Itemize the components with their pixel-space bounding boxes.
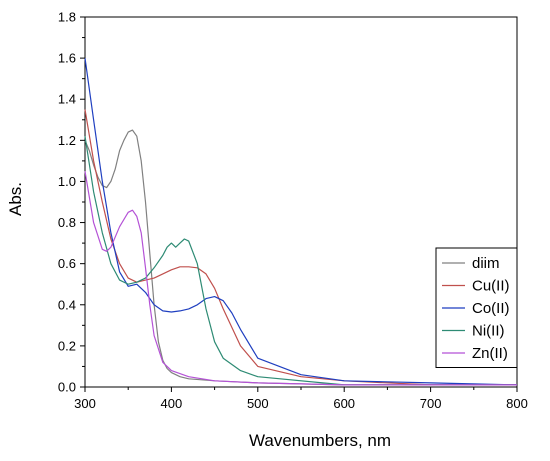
series-layer xyxy=(84,58,518,386)
y-tick-label: 0.4 xyxy=(58,297,76,312)
x-tick-label: 700 xyxy=(420,396,442,411)
x-tick-label: 800 xyxy=(506,396,528,411)
legend-label-ni-ii: Ni(II) xyxy=(472,323,505,340)
series-line-ni-ii xyxy=(84,136,517,386)
legend-label-zn-ii: Zn(II) xyxy=(472,345,508,362)
series-line-cu-ii xyxy=(84,109,517,386)
legend-label-co-ii: Co(II) xyxy=(472,300,510,317)
y-tick-label: 1.2 xyxy=(58,133,76,148)
ticks-layer: 300 400 500 600 700 800 0.0 0.2 0.4 0.6 0.8 1.0 1.2 1… xyxy=(58,10,528,412)
y-tick-label: 1.4 xyxy=(58,92,76,107)
legend-label-cu-ii: Cu(II) xyxy=(472,278,510,295)
series-line-diim xyxy=(84,129,517,386)
x-tick-label: 500 xyxy=(247,396,269,411)
legend-label-diim: diim xyxy=(472,255,500,272)
x-tick-label: 600 xyxy=(333,396,355,411)
series-line-zn-ii xyxy=(84,171,517,386)
y-tick-label: 1.0 xyxy=(58,174,76,189)
y-tick-label: 0.0 xyxy=(58,380,76,395)
y-tick-label: 1.8 xyxy=(58,10,76,25)
legend: diim Cu(II) Co(II) Ni(II) Zn(II) xyxy=(435,247,518,368)
x-tick-label: 300 xyxy=(74,396,96,411)
x-tick-label: 400 xyxy=(161,396,183,411)
series-line-co-ii xyxy=(84,58,518,386)
y-tick-label: 1.6 xyxy=(58,51,76,66)
y-tick-label: 0.8 xyxy=(58,215,76,230)
y-axis-title: Abs. xyxy=(6,182,25,216)
x-axis-title: Wavenumbers, nm xyxy=(249,431,391,450)
y-tick-label: 0.6 xyxy=(58,256,76,271)
y-tick-label: 0.2 xyxy=(58,338,76,353)
